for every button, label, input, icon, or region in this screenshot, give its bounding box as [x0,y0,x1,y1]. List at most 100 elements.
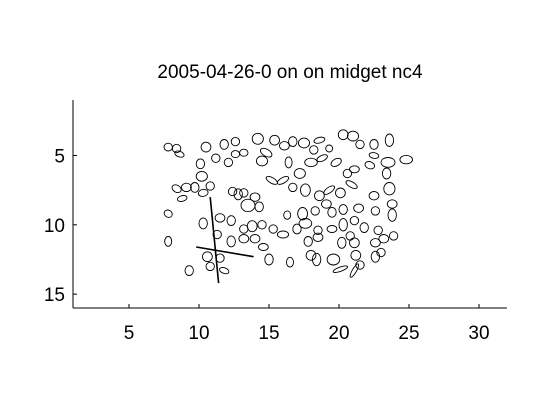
data-ellipse-57 [345,180,358,190]
data-ellipse-99 [349,237,360,249]
data-ellipse-102 [202,251,213,263]
data-ellipse-111 [370,250,381,263]
data-ellipse-25 [211,153,221,163]
data-ellipse-7 [251,132,264,145]
plot-area [163,129,413,284]
data-ellipse-39 [195,170,208,182]
data-ellipse-114 [205,261,215,272]
data-ellipse-8 [260,147,273,158]
cross-segment-1 [196,246,254,258]
x-tick-label-15: 15 [258,323,279,344]
data-ellipse-93 [238,234,250,244]
data-ellipse-115 [219,267,230,275]
data-ellipse-41 [171,184,182,194]
chart-title: 2005-04-26-0 on on midget nc4 [157,62,423,83]
data-ellipse-59 [386,199,398,209]
data-ellipse-9 [269,134,280,146]
data-ellipse-51 [276,175,290,185]
data-ellipse-36 [364,161,376,170]
data-ellipse-26 [223,157,234,168]
data-ellipse-95 [258,243,269,251]
data-ellipse-83 [326,225,338,233]
data-ellipse-88 [373,225,383,235]
data-ellipse-17 [346,130,360,142]
data-ellipse-3 [200,141,212,153]
x-tick-label-30: 30 [468,323,489,344]
data-ellipse-10 [279,141,290,151]
data-ellipse-53 [300,183,311,197]
data-ellipse-29 [284,156,293,169]
data-ellipse-54 [314,190,325,202]
data-ellipse-61 [254,201,264,213]
data-ellipse-37 [381,167,392,180]
data-ellipse-13 [309,145,319,155]
data-ellipse-48 [239,188,249,198]
data-ellipse-74 [226,215,236,226]
data-ellipse-62 [283,210,292,220]
data-ellipse-46 [227,186,238,197]
data-ellipse-24 [195,158,206,170]
data-ellipse-79 [276,230,290,239]
data-ellipse-110 [355,260,365,270]
data-ellipse-92 [226,235,236,248]
data-ellipse-85 [345,231,355,241]
data-ellipse-69 [370,206,381,216]
data-ellipse-104 [264,253,274,266]
data-ellipse-113 [184,265,194,276]
data-ellipse-65 [321,199,332,209]
data-ellipse-32 [316,154,328,163]
data-ellipse-106 [305,249,317,261]
data-ellipse-77 [257,220,267,230]
data-ellipse-42 [181,182,192,193]
data-ellipse-56 [335,187,346,199]
x-tick-label-5: 5 [124,323,135,344]
data-ellipse-5 [230,136,241,147]
data-ellipse-81 [298,218,313,229]
data-ellipse-30 [293,168,306,179]
data-ellipse-87 [359,222,369,233]
data-ellipse-49 [249,192,261,202]
data-ellipse-109 [350,249,362,261]
data-ellipse-72 [198,217,208,230]
data-ellipse-50 [265,175,278,185]
data-ellipse-117 [349,263,360,278]
data-ellipse-67 [338,204,348,215]
data-ellipse-71 [163,209,173,218]
data-ellipse-0 [163,142,173,152]
data-ellipse-31 [304,157,318,168]
y-tick-label-5: 5 [54,146,65,167]
data-ellipse-45 [197,188,209,197]
data-ellipse-107 [311,252,322,267]
data-ellipse-16 [337,129,349,141]
data-ellipse-96 [303,236,313,247]
data-ellipse-44 [176,195,188,202]
data-ellipse-55 [323,185,336,195]
data-ellipse-73 [214,213,226,223]
data-ellipse-70 [387,208,397,222]
data-ellipse-97 [312,232,324,242]
data-ellipse-4 [219,139,229,150]
cross-segment-0 [209,196,220,284]
data-ellipse-34 [342,168,353,179]
data-ellipse-101 [378,234,390,244]
data-ellipse-43 [190,182,200,193]
data-ellipse-84 [338,218,348,232]
data-ellipse-40 [205,181,215,191]
data-ellipse-38 [383,182,396,196]
data-ellipse-19 [369,139,379,150]
x-tick-label-20: 20 [328,323,349,344]
data-ellipse-58 [368,191,380,201]
data-ellipse-15 [325,144,334,153]
data-ellipse-64 [310,206,320,216]
x-tick-label-25: 25 [398,323,419,344]
data-ellipse-35 [349,165,360,174]
data-ellipse-6 [239,148,249,157]
data-ellipse-28 [255,155,269,167]
data-ellipse-12 [297,137,311,149]
data-ellipse-20 [384,133,395,147]
y-tick-label-15: 15 [44,285,65,306]
data-ellipse-27 [230,150,241,159]
data-ellipse-22 [380,157,396,168]
data-ellipse-116 [332,265,349,273]
